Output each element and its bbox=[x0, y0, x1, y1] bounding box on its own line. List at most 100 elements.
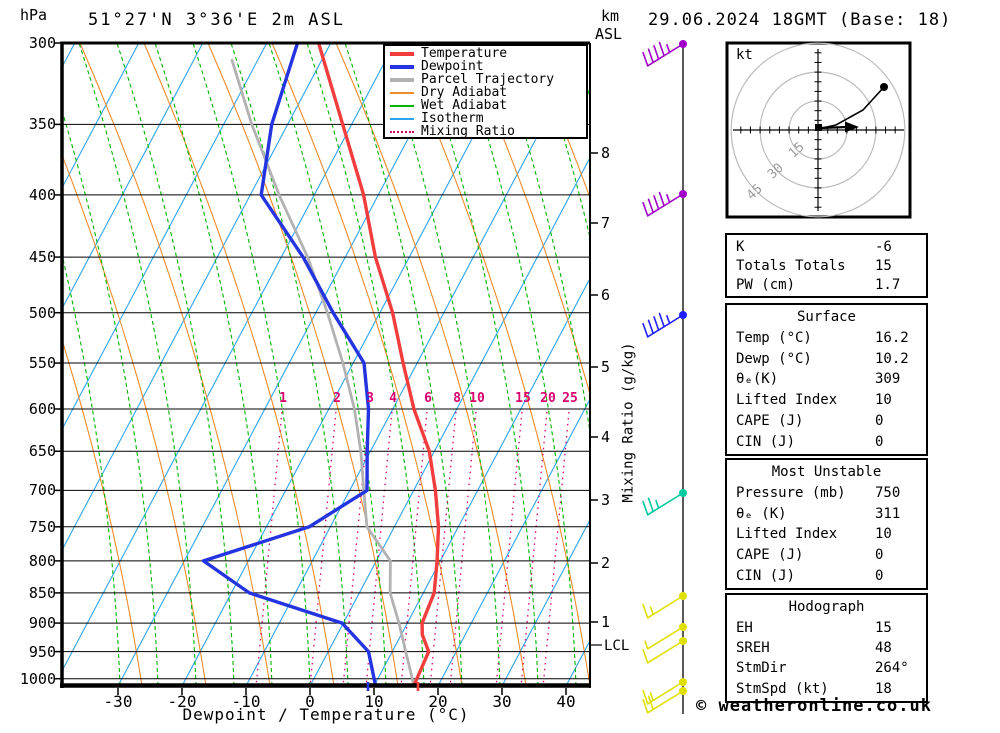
barb-full-tick bbox=[642, 689, 649, 705]
panel-row: Temp (°C) 16.2 bbox=[727, 330, 926, 346]
barb-half-tick bbox=[666, 43, 671, 54]
km-tick-label: 6 bbox=[601, 286, 611, 304]
panel-row-label: CAPE (J) bbox=[736, 546, 804, 563]
wet-adiabat-line bbox=[63, 256, 121, 686]
pressure-tick-label: 750 bbox=[28, 517, 56, 536]
panel-row-label: PW (cm) bbox=[736, 276, 796, 293]
legend-item: Dewpoint bbox=[385, 60, 586, 73]
isotherm-line bbox=[117, 43, 460, 686]
panel-row-label: CIN (J) bbox=[736, 433, 796, 450]
isotherm-line bbox=[0, 43, 11, 686]
legend-item-label: Wet Adiabat bbox=[421, 98, 508, 113]
stats-panel: K -6 Totals Totals 15 PW (cm) 1.7 bbox=[725, 233, 928, 298]
legend-item: Temperature bbox=[385, 47, 586, 60]
panel-row: CIN (J) 0 bbox=[727, 434, 926, 450]
barb-level-dot bbox=[679, 687, 687, 695]
hodograph-origin-square bbox=[815, 124, 822, 131]
storm-motion-arrow bbox=[819, 125, 848, 130]
barb-full-tick bbox=[642, 201, 649, 217]
barb-full-tick bbox=[647, 695, 654, 711]
wet-adiabat-line bbox=[306, 43, 425, 686]
isotherm-line bbox=[309, 156, 590, 686]
km-tick-label: 1 bbox=[601, 613, 611, 631]
isotherm-line bbox=[63, 43, 140, 188]
barb-full-tick bbox=[642, 322, 649, 338]
barb-full-tick bbox=[642, 648, 649, 664]
hodograph-unit-label: kt bbox=[736, 47, 753, 63]
panel-row-value: 10 bbox=[875, 526, 892, 543]
panel-row-value: -6 bbox=[875, 238, 892, 255]
hodograph bbox=[725, 41, 912, 219]
legend-line-sample bbox=[390, 77, 414, 82]
panel-row: K -6 bbox=[727, 239, 926, 255]
barb-half-tick bbox=[655, 499, 660, 509]
dry-adiabat-line bbox=[63, 341, 143, 686]
panel-row-value: 1.7 bbox=[875, 276, 901, 293]
wind-barb bbox=[642, 40, 687, 67]
panel-row: θₑ (K) 311 bbox=[727, 506, 926, 522]
temperature-tick-label: 40 bbox=[556, 692, 576, 711]
temperature-tick-label: -30 bbox=[103, 692, 133, 711]
panel-row: CAPE (J) 0 bbox=[727, 413, 926, 429]
panel-row-value: 264° bbox=[875, 660, 909, 677]
barb-full-tick bbox=[647, 497, 654, 513]
panel-row-label: Dewp (°C) bbox=[736, 350, 812, 367]
pressure-axis-unit: hPa bbox=[20, 6, 48, 24]
km-tick-label: 2 bbox=[601, 554, 611, 572]
legend-line-sample bbox=[390, 64, 414, 69]
panel-row-label: StmSpd (kt) bbox=[736, 680, 829, 697]
panel-row-label: Lifted Index bbox=[736, 392, 838, 409]
wet-adiabat-line bbox=[382, 43, 501, 686]
panel-title: Most Unstable bbox=[771, 464, 882, 481]
pressure-tick-label: 500 bbox=[28, 303, 56, 322]
mixing-ratio-label: 4 bbox=[389, 391, 397, 406]
temperature-axis-title: Dewpoint / Temperature (°C) bbox=[182, 705, 470, 724]
panel-row-label: K bbox=[736, 238, 745, 255]
temperature-tick-label: 20 bbox=[428, 692, 448, 711]
wind-barb bbox=[644, 623, 687, 650]
mixing-ratio-line bbox=[429, 411, 457, 686]
wind-barb bbox=[642, 311, 687, 338]
panel-row-value: 309 bbox=[875, 371, 901, 388]
barb-level-dot bbox=[679, 592, 687, 600]
pressure-tick-label: 650 bbox=[28, 442, 56, 461]
wet-adiabat-line bbox=[78, 43, 197, 686]
mixing-ratio-line bbox=[520, 411, 548, 686]
parcel-trajectory-curve bbox=[230, 58, 416, 687]
legend-item-label: Temperature bbox=[421, 46, 508, 61]
panel-row: EH 15 bbox=[727, 620, 926, 636]
mixing-ratio-line bbox=[542, 411, 570, 686]
temperature-tick-label: 30 bbox=[492, 692, 512, 711]
temperature-tick-label: 10 bbox=[364, 692, 384, 711]
stats-panel: Hodograph EH 15 SREH 48 StmDir 264° StmSpd (kt)… bbox=[725, 593, 928, 703]
panel-row: PW (cm) 1.7 bbox=[727, 277, 926, 293]
pressure-tick-label: 700 bbox=[28, 481, 56, 500]
panel-row-value: 10.2 bbox=[875, 350, 909, 367]
pressure-tick-label: 400 bbox=[28, 185, 56, 204]
mixing-ratio-line bbox=[365, 411, 393, 686]
wet-adiabat-line bbox=[496, 43, 590, 436]
stats-panel: Surface Temp (°C) 16.2 Dewp (°C) 10.2 θₑ(K) 30… bbox=[725, 303, 928, 456]
mixing-ratio-label: 10 bbox=[469, 391, 485, 406]
pressure-tick-label: 1000 bbox=[19, 669, 56, 688]
pressure-tick-label: 550 bbox=[28, 354, 56, 373]
barb-level-dot bbox=[679, 623, 687, 631]
mixing-ratio-line bbox=[495, 411, 523, 686]
wind-barb bbox=[642, 687, 687, 714]
panel-row-value: 18 bbox=[875, 680, 892, 697]
legend-item: Dry Adiabat bbox=[385, 86, 586, 99]
panel-row-value: 16.2 bbox=[875, 330, 909, 347]
temperature-tick-label: 0 bbox=[305, 692, 315, 711]
pressure-tick-label: 900 bbox=[28, 614, 56, 633]
isotherm-line bbox=[437, 398, 590, 686]
km-tick-label: 3 bbox=[601, 491, 611, 509]
panel-row: CIN (J) 0 bbox=[727, 568, 926, 584]
wet-adiabat-line bbox=[420, 43, 539, 686]
wind-barb bbox=[642, 678, 687, 705]
mixing-ratio-label: 1 bbox=[279, 391, 287, 406]
panel-row: StmDir 264° bbox=[727, 660, 926, 676]
barb-full-tick bbox=[647, 48, 654, 64]
mixing-ratio-line bbox=[309, 411, 337, 686]
panel-row-value: 0 bbox=[875, 412, 884, 429]
pressure-tick-label: 300 bbox=[28, 34, 56, 52]
